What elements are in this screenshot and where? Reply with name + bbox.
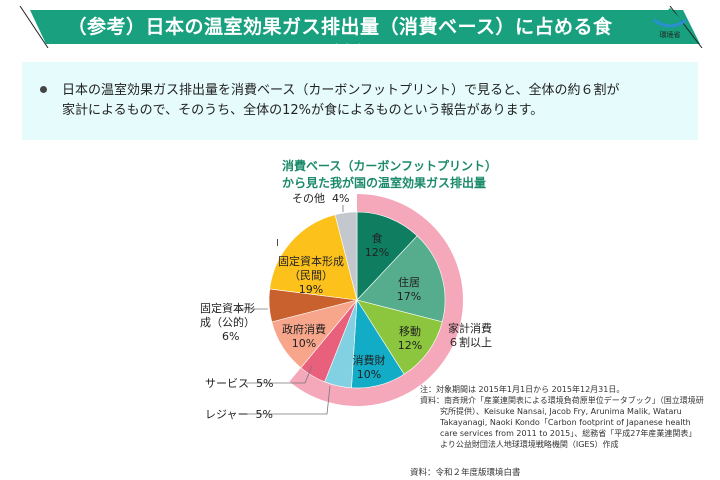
label-service: サービス 5% — [205, 377, 274, 390]
label-food: 食 12% — [364, 232, 390, 259]
summary-line-1: 日本の温室効果ガス排出量を消費ベース（カーボンフットプリント）で見ると、全体の約… — [62, 83, 620, 98]
bullet-icon — [40, 86, 47, 93]
pie-slice-1 — [356, 235, 446, 323]
label-consumer-goods: 消費財 10% — [352, 354, 386, 381]
label-leisure: レジャー 5% — [205, 408, 273, 421]
logo-text: 環境省 — [659, 31, 681, 39]
pie-slice-0 — [356, 211, 418, 301]
label-household: 家計消費 ６割以上 — [448, 322, 492, 349]
leader-line-service — [246, 365, 313, 384]
label-other: その他 4% — [292, 192, 350, 205]
summary-box — [22, 62, 698, 140]
label-private-capital: 固定資本形成 （民間） 19% — [278, 255, 344, 296]
chart-title-line-2: から見た我が国の温室効果ガス排出量 — [282, 176, 487, 190]
chart-notes: 注：対象期間は 2015年1月1日から 2015年12月31日。 資料：南斉規介… — [420, 385, 704, 449]
pie-slice-2 — [356, 299, 443, 375]
chart-title-line-1: 消費ベース（カーボンフットプリント） — [282, 159, 498, 173]
summary-line-2: 家計によるもので、そのうち、全体の12%が食によるものという報告があります。 — [62, 103, 544, 118]
ministry-logo-icon — [653, 8, 687, 30]
label-housing: 住居 17% — [396, 276, 422, 303]
chart-title: 消費ベース（カーボンフットプリント） から見た我が国の温室効果ガス排出量 — [282, 158, 497, 192]
label-transport: 移動 12% — [397, 325, 423, 352]
label-government: 政府消費 10% — [282, 323, 326, 350]
pie-slice-8 — [269, 214, 358, 301]
label-public-capital: 固定資本形 成（公的） 6% — [200, 302, 255, 343]
pie-slice-9 — [334, 211, 358, 301]
page-title: （参考）日本の温室効果ガス排出量（消費ベース）に占める食の割合 — [67, 16, 613, 65]
leader-line-leisure — [246, 385, 331, 415]
source-text: 資料：令和２年度版環境白書 — [410, 468, 521, 478]
banner-shape — [19, 6, 703, 48]
text-cursor: I — [276, 238, 279, 249]
